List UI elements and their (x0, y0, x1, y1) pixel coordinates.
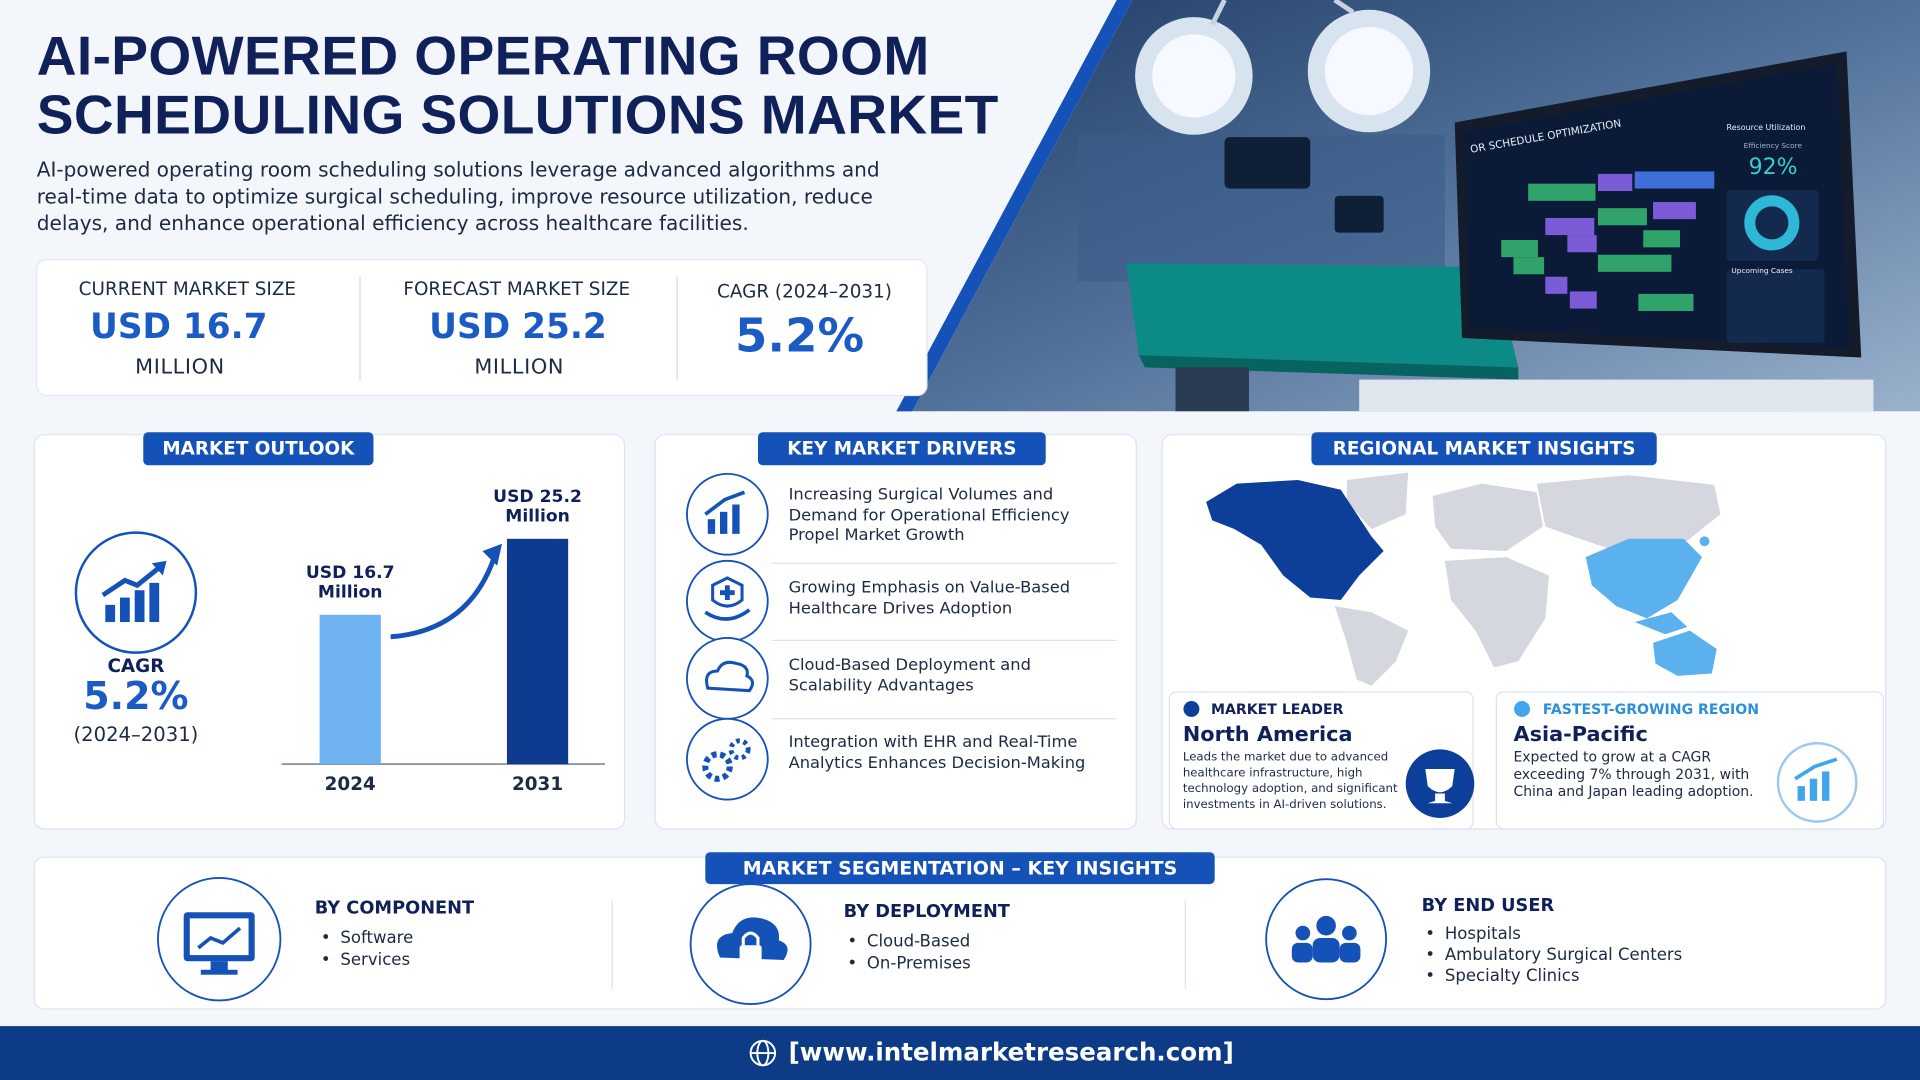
score-label: Efficiency Score (1743, 142, 1802, 151)
bullet: Specialty Clinics (1425, 965, 1580, 987)
arrow-head (482, 543, 503, 566)
stat-value: 5.2% (735, 308, 865, 363)
bar (319, 614, 381, 765)
card-tag: MARKET LEADER (1211, 700, 1344, 718)
world-map (1206, 472, 1721, 686)
region-text: Expected to grow at a CAGR exceeding 7% … (1513, 748, 1754, 800)
leader-card (1168, 691, 1474, 830)
stat-value: USD 16.7 (90, 306, 268, 347)
score: 92% (1748, 154, 1798, 180)
section-badge: REGIONAL MARKET INSIGHTS (1311, 432, 1657, 466)
stat-unit: MILLION (474, 355, 565, 380)
section-badge: MARKET SEGMENTATION – KEY INSIGHTS (705, 852, 1215, 885)
cagr-value: 5.2% (83, 674, 189, 719)
stat-unit: MILLION (135, 355, 225, 380)
stats-box (36, 258, 928, 397)
driver-text: Cloud-Based Deployment and Scalability A… (788, 656, 1031, 695)
category-label: 2031 (511, 772, 564, 795)
bullet: Ambulatory Surgical Centers (1425, 944, 1682, 966)
bullet: On-Premises (847, 953, 971, 975)
value-label: USD 16.7 Million (305, 563, 395, 603)
bullet: Services (321, 949, 410, 971)
bullet: Cloud-Based (847, 931, 970, 953)
widget-title: Resource Utilization (1726, 122, 1806, 133)
bullet: Hospitals (1425, 923, 1521, 945)
section-badge: KEY MARKET DRIVERS (757, 432, 1046, 466)
cagr-period: (2024–2031) (73, 722, 199, 746)
driver-text: Integration with EHR and Real-Time Analy… (788, 733, 1086, 773)
group-title: BY DEPLOYMENT (843, 902, 1010, 923)
stat-label: FORECAST MARKET SIZE (403, 277, 631, 300)
card-tag: FASTEST-GROWING REGION (1542, 700, 1760, 718)
page-title: AI-POWERED OPERATING ROOM SCHEDULING SOL… (36, 24, 999, 146)
description: AI-powered operating room scheduling sol… (36, 157, 880, 236)
region-text: Leads the market due to advanced healthc… (1182, 750, 1398, 812)
section-badge: MARKET OUTLOOK (143, 432, 374, 466)
region-name: Asia-Pacific (1513, 722, 1648, 747)
group-title: BY END USER (1421, 896, 1555, 916)
bar (506, 538, 569, 765)
cagr-label: CAGR (107, 655, 165, 678)
group-title: BY COMPONENT (314, 898, 475, 919)
schedule-grid (1501, 171, 1825, 343)
driver-icons (686, 472, 769, 801)
driver-text: Growing Emphasis on Value-Based Healthca… (788, 579, 1071, 618)
list-title: Upcoming Cases (1731, 266, 1793, 276)
outlook-chart (319, 538, 569, 765)
bullet: Software (321, 927, 413, 949)
growth-arrow (390, 555, 498, 640)
region-name: North America (1182, 722, 1353, 747)
footer-url: [www.intelmarketresearch.com] (788, 1037, 1234, 1067)
category-label: 2024 (324, 772, 376, 795)
stat-label: CURRENT MARKET SIZE (78, 277, 297, 300)
driver-text: Increasing Surgical Volumes and Demand f… (788, 486, 1070, 545)
value-label: USD 25.2 Million (493, 487, 582, 527)
driver-dividers (771, 562, 1117, 720)
footer-bar (0, 1026, 1920, 1080)
stat-value: USD 25.2 (429, 306, 607, 347)
stat-label: CAGR (2024–2031) (717, 280, 892, 303)
